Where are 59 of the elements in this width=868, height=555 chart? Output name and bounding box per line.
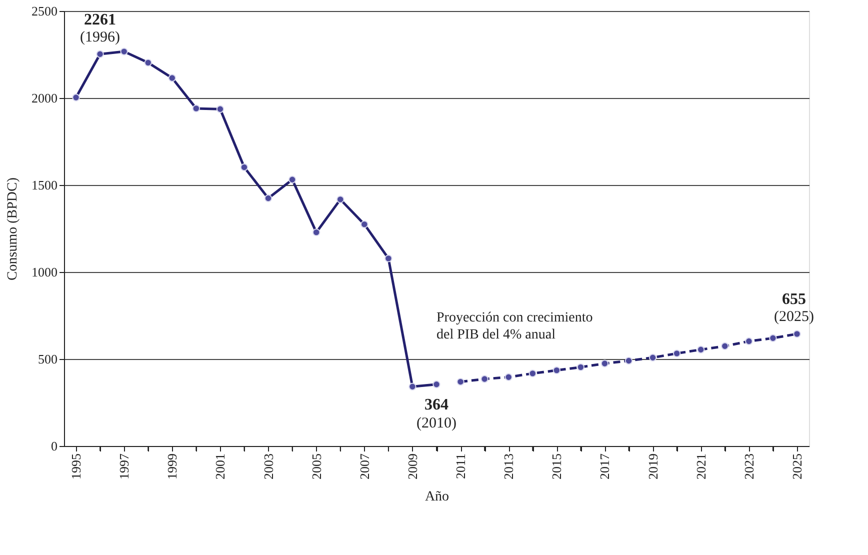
x-tick-label: 2001 [212,454,228,480]
x-tick-label: 2019 [645,454,660,480]
x-tick-label: 2011 [453,454,468,480]
x-tick-label: 2023 [741,454,756,480]
y-tick-label: 1000 [32,264,58,280]
point [456,378,464,386]
x-tick-label: 1999 [164,454,180,480]
y-tick-label: 2000 [32,90,58,106]
point [624,356,633,365]
point [552,366,561,374]
y-tick-label: 1500 [32,178,58,192]
point [432,380,440,388]
point [216,105,224,113]
x-tick-label: 2005 [308,454,324,480]
x-axis-title: Año [424,490,450,504]
point [336,196,344,204]
x-tick-label: 2003 [260,454,276,480]
point [96,50,104,58]
point [264,194,272,202]
point [384,254,392,262]
point [144,58,152,67]
point [72,94,80,102]
point [408,382,416,391]
x-tick-label: 2017 [597,453,612,480]
y-axis-title: Consumo (BPDC) [6,177,20,281]
y-tick-label: 0 [51,438,58,454]
x-tick-label: 2013 [501,454,516,480]
annotation: 364 (2010) [416,396,456,432]
x-tick-label: 2025 [789,454,804,480]
y-tick-label: 2500 [32,4,58,18]
point [480,375,488,383]
point [360,220,368,228]
point [721,342,729,350]
point [793,330,801,338]
point [312,228,320,236]
annotation: 2261 (1996) [80,12,120,46]
annotation: Proyección con crecimiento del PIB del 4% anual [436,310,593,343]
point [576,363,585,372]
point [168,74,176,82]
point [769,334,777,342]
x-tick-label: 2007 [356,453,372,480]
x-tick-label: 2015 [549,454,564,480]
point [672,350,681,358]
point [600,360,609,368]
annotation: 655 (2025) [774,291,814,326]
point [120,48,128,56]
point [192,104,200,112]
x-tick-label: 1995 [68,454,84,480]
point [745,337,753,346]
x-tick-label: 2009 [404,454,420,480]
point [697,346,705,354]
point [288,176,296,184]
point [528,370,536,378]
point [504,373,512,381]
y-tick-label: 500 [38,352,58,366]
point [240,163,248,172]
x-tick-label: 2021 [693,454,708,480]
point [648,354,657,362]
x-tick-label: 1997 [116,453,132,480]
